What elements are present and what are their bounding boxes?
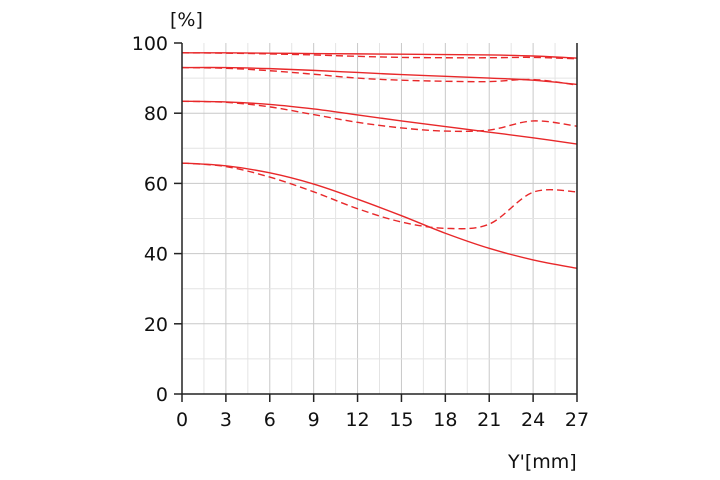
y-tick-label: 0 <box>156 384 168 406</box>
y-tick-label: 60 <box>144 173 168 195</box>
x-tick-label: 27 <box>565 409 589 431</box>
x-tick-label: 12 <box>345 409 369 431</box>
x-tick-label: 3 <box>220 409 232 431</box>
y-tick-label: 20 <box>144 314 168 336</box>
y-tick-label: 40 <box>144 244 168 266</box>
series-line-8-dashed <box>181 162 578 230</box>
x-tick-label: 9 <box>308 409 320 431</box>
series-line-7-solid <box>181 162 578 270</box>
x-tick-labels: 0 3 6 9 12 15 18 21 24 27 <box>176 394 589 431</box>
x-tick-label: 21 <box>477 409 501 431</box>
x-tick-label: 6 <box>264 409 276 431</box>
series-line-5-solid <box>181 100 578 145</box>
series-lines <box>181 52 578 270</box>
axes <box>181 43 578 395</box>
y-axis-label: [%] <box>170 9 203 31</box>
grid <box>182 43 577 394</box>
x-tick-label: 15 <box>389 409 413 431</box>
y-tick-label: 80 <box>144 103 168 125</box>
series-line-6-dashed <box>181 100 578 133</box>
x-axis-label: Y'[mm] <box>507 451 577 473</box>
series-line-1-solid <box>181 52 578 59</box>
x-tick-label: 24 <box>521 409 545 431</box>
x-tick-label: 0 <box>176 409 188 431</box>
series-line-3-solid <box>181 66 578 86</box>
y-tick-label: 100 <box>132 33 168 55</box>
x-tick-label: 18 <box>433 409 457 431</box>
y-tick-labels: 0 20 40 60 80 100 <box>132 33 182 406</box>
